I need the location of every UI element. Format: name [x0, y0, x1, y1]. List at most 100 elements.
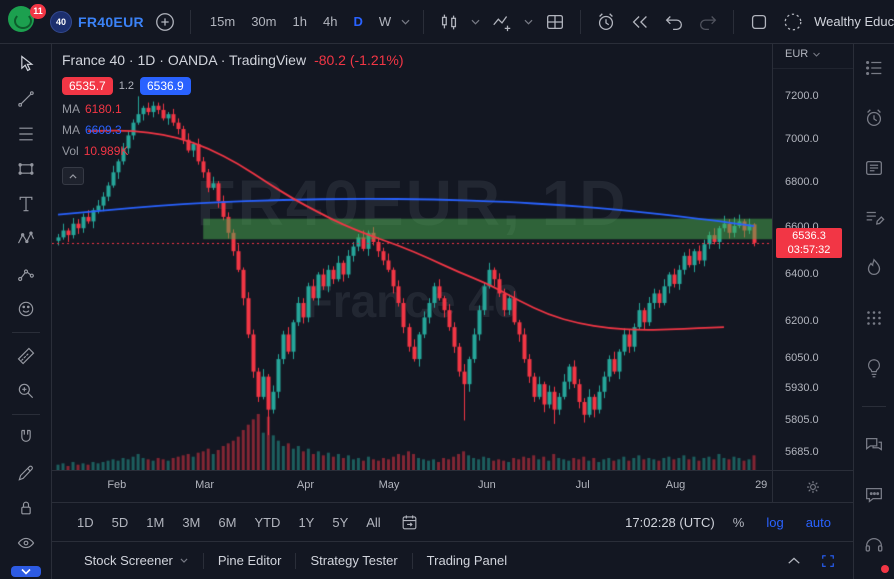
fib-retracement-icon — [18, 127, 33, 141]
tool-prediction[interactable] — [11, 262, 41, 286]
price-axis[interactable]: 6536.3 03:57:32 7200.07000.06800.06600.0… — [773, 44, 853, 470]
ma-fast-legend[interactable]: MA 6180.1 — [62, 102, 404, 116]
candlestick-chart-canvas[interactable] — [52, 44, 772, 470]
tool-trend-line[interactable] — [11, 87, 41, 111]
chart-type-menu-button[interactable] — [470, 18, 481, 26]
go-to-date-button[interactable] — [398, 511, 421, 534]
tool-fib-retracement[interactable] — [11, 122, 41, 146]
sidebar-calendar[interactable] — [862, 306, 886, 330]
chart-type-button[interactable] — [436, 9, 462, 35]
interval-1w[interactable]: W — [372, 10, 398, 33]
indicators-menu-button[interactable] — [523, 18, 534, 26]
sidebar-watchlist[interactable] — [862, 56, 886, 80]
auto-scale-button[interactable]: auto — [802, 513, 835, 532]
sidebar-hotlists[interactable] — [862, 256, 886, 280]
tool-shapes[interactable] — [11, 157, 41, 181]
tool-zoom[interactable] — [11, 379, 41, 403]
chart-settings-button[interactable] — [802, 476, 824, 498]
tool-magnet[interactable] — [11, 426, 41, 450]
tool-lock-all[interactable] — [11, 496, 41, 520]
sell-price-button[interactable]: 6535.7 — [62, 77, 113, 95]
tab-trading-panel[interactable]: Trading Panel — [413, 547, 521, 574]
sidebar-public-chats[interactable] — [862, 433, 886, 457]
panel-expand-button[interactable] — [785, 554, 803, 568]
interval-15m[interactable]: 15m — [203, 10, 242, 33]
cursor-icon — [20, 55, 34, 72]
tool-measure[interactable] — [11, 344, 41, 368]
interval-4h[interactable]: 4h — [316, 10, 344, 33]
range-button-all[interactable]: All — [359, 511, 387, 534]
range-button-5d[interactable]: 5D — [105, 511, 136, 534]
undo-button[interactable] — [661, 9, 687, 35]
price-axis-label: 5805.0 — [785, 414, 819, 427]
symbol-search-button[interactable]: 40 FR40EUR — [50, 10, 144, 33]
tool-emoji[interactable] — [11, 297, 41, 321]
time-axis-label: Jul — [575, 479, 590, 491]
indicators-button[interactable] — [489, 9, 515, 35]
tool-pattern[interactable] — [11, 227, 41, 251]
tab-label: Pine Editor — [217, 553, 282, 568]
replay-rewind-icon — [632, 15, 647, 28]
tab-strategy-tester[interactable]: Strategy Tester — [296, 547, 411, 574]
account-menu-button[interactable]: 11 — [8, 3, 46, 38]
grid-layout-icon — [547, 14, 564, 29]
legend-title-row[interactable]: France 40 · 1D · OANDA · TradingView -80.… — [62, 52, 404, 68]
alarm-clock-icon — [599, 12, 614, 30]
bottom-toolbar: 1D 5D 1M 3M 6M YTD 1Y 5Y All 17:02:28 (U… — [52, 502, 853, 541]
chart-region: FR40EUR, 1D France 40 France 40 · 1D · O… — [52, 44, 853, 579]
tab-stock-screener[interactable]: Stock Screener — [70, 547, 203, 574]
interval-1h[interactable]: 1h — [286, 10, 314, 33]
percent-scale-button[interactable]: % — [729, 513, 749, 532]
panel-maximize-button[interactable] — [817, 550, 839, 572]
tab-pine-editor[interactable]: Pine Editor — [204, 547, 296, 574]
range-button-1m[interactable]: 1M — [139, 511, 171, 534]
sidebar-data-window[interactable] — [862, 206, 886, 230]
alert-button[interactable] — [593, 9, 619, 35]
tool-text[interactable] — [11, 192, 41, 216]
time-axis[interactable]: Feb Mar Apr May Jun Jul Aug 29 — [52, 470, 772, 502]
indicators-icon — [493, 15, 511, 31]
indicator-label: Vol — [62, 144, 79, 158]
volume-legend[interactable]: Vol 10.989K — [62, 144, 404, 158]
layout-grid-button[interactable] — [542, 9, 568, 35]
range-button-ytd[interactable]: YTD — [247, 511, 287, 534]
log-scale-button[interactable]: log — [762, 513, 787, 532]
sidebar-alerts[interactable] — [862, 106, 886, 130]
tools-more-button[interactable] — [10, 566, 41, 577]
range-button-5y[interactable]: 5Y — [325, 511, 355, 534]
data-window-icon — [866, 211, 885, 225]
sidebar-help[interactable] — [862, 533, 886, 557]
interval-1d[interactable]: D — [346, 10, 369, 33]
go-to-date-icon — [402, 514, 417, 529]
range-button-3m[interactable]: 3M — [175, 511, 207, 534]
session-clock[interactable]: 17:02:28 (UTC) — [625, 514, 715, 530]
layout-name[interactable]: Wealthy Educ... — [814, 14, 894, 29]
legend-collapse-button[interactable] — [62, 167, 84, 185]
chart-plot[interactable]: FR40EUR, 1D France 40 France 40 · 1D · O… — [52, 44, 772, 502]
time-axis-label: Feb — [107, 479, 127, 491]
chart-legend: France 40 · 1D · OANDA · TradingView -80.… — [62, 52, 404, 185]
tool-hide-all[interactable] — [11, 531, 41, 555]
add-symbol-button[interactable] — [152, 9, 178, 35]
range-button-6m[interactable]: 6M — [211, 511, 243, 534]
ruler-icon — [17, 347, 34, 365]
fullscreen-icon — [752, 14, 767, 29]
sidebar-private-chat[interactable] — [862, 483, 886, 507]
tool-draw[interactable] — [11, 461, 41, 485]
range-button-1d[interactable]: 1D — [70, 511, 101, 534]
range-button-1y[interactable]: 1Y — [291, 511, 321, 534]
currency-selector[interactable]: EUR — [785, 48, 821, 60]
sidebar-ideas[interactable] — [862, 356, 886, 380]
buy-price-button[interactable]: 6536.9 — [140, 77, 191, 95]
interval-menu-button[interactable] — [400, 18, 411, 26]
interval-30m[interactable]: 30m — [244, 10, 283, 33]
redo-button[interactable] — [695, 9, 721, 35]
bar-replay-button[interactable] — [627, 9, 653, 35]
tool-cursor[interactable] — [11, 52, 41, 76]
fullscreen-button[interactable] — [746, 9, 772, 35]
bottom-panel-tabs: Stock Screener Pine Editor Strategy Test… — [52, 541, 853, 579]
ma-slow-legend[interactable]: MA 6609.3 — [62, 123, 404, 137]
sidebar-news[interactable] — [862, 156, 886, 180]
price-axis-label: 6200.0 — [785, 315, 819, 328]
cloud-status-button[interactable] — [780, 9, 806, 35]
